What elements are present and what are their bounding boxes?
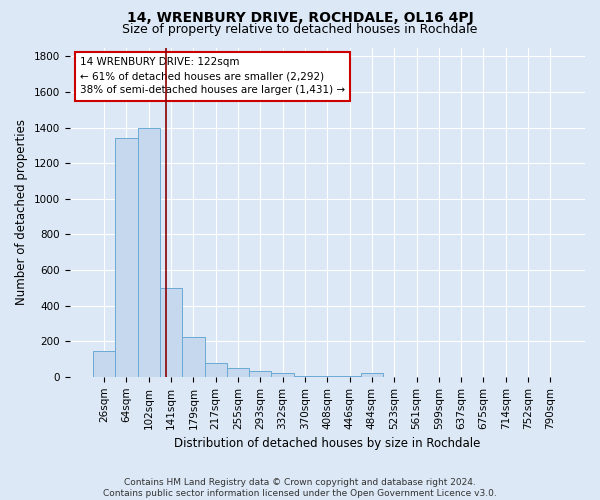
Bar: [205, 362, 227, 377]
Bar: [294, 376, 316, 377]
Bar: [271, 374, 294, 377]
Bar: [115, 138, 137, 377]
Text: Size of property relative to detached houses in Rochdale: Size of property relative to detached ho…: [122, 22, 478, 36]
Bar: [182, 337, 205, 377]
Y-axis label: Number of detached properties: Number of detached properties: [15, 119, 28, 305]
Bar: [93, 351, 115, 377]
Bar: [249, 372, 271, 377]
X-axis label: Distribution of detached houses by size in Rochdale: Distribution of detached houses by size …: [174, 437, 481, 450]
Text: Contains HM Land Registry data © Crown copyright and database right 2024.
Contai: Contains HM Land Registry data © Crown c…: [103, 478, 497, 498]
Bar: [361, 374, 383, 377]
Bar: [227, 368, 249, 377]
Bar: [338, 376, 361, 377]
Bar: [316, 376, 338, 377]
Text: 14, WRENBURY DRIVE, ROCHDALE, OL16 4PJ: 14, WRENBURY DRIVE, ROCHDALE, OL16 4PJ: [127, 11, 473, 25]
Bar: [137, 128, 160, 377]
Text: 14 WRENBURY DRIVE: 122sqm
← 61% of detached houses are smaller (2,292)
38% of se: 14 WRENBURY DRIVE: 122sqm ← 61% of detac…: [80, 58, 345, 96]
Bar: [160, 288, 182, 377]
